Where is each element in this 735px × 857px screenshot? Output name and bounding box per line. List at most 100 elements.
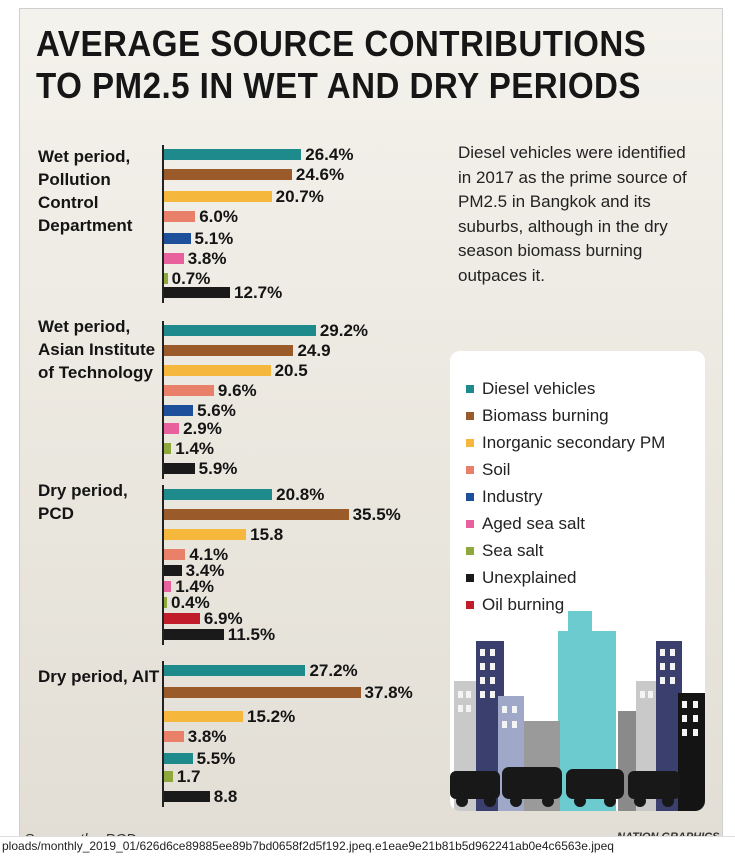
panel-axis: [162, 321, 164, 479]
legend-swatch: [466, 493, 474, 501]
legend-swatch: [466, 520, 474, 528]
legend-label: Soil: [482, 460, 511, 479]
infographic-frame: AVERAGE SOURCE CONTRIBUTIONS TO PM2.5 IN…: [19, 8, 723, 848]
bar: [164, 365, 271, 376]
bar: [164, 509, 349, 520]
bar: [164, 581, 172, 592]
bar-value-label: 37.8%: [364, 683, 413, 702]
legend-label: Oil burning: [482, 595, 565, 614]
bar-value-label: 5.1%: [194, 229, 234, 248]
bar-value-label: 26.4%: [305, 145, 354, 164]
legend-label: Aged sea salt: [482, 514, 586, 533]
bar-value-label: 1.4%: [175, 439, 215, 458]
bar: [164, 549, 186, 560]
legend-swatch: [466, 574, 474, 582]
bar: [164, 287, 231, 298]
bar: [164, 791, 210, 802]
bar-value-label: 1.4%: [175, 577, 215, 596]
bar-value-label: 5.6%: [197, 401, 236, 420]
legend-label: Unexplained: [482, 568, 577, 587]
panel-title: Dry period, PCD: [38, 481, 128, 523]
bar-value-label: 8.8: [213, 787, 238, 806]
panel-axis: [162, 485, 164, 645]
bar-value-label: 24.9: [297, 341, 331, 360]
bar: [164, 325, 316, 336]
legend-swatch: [466, 466, 474, 474]
bar: [164, 273, 168, 284]
bar: [164, 211, 196, 222]
city-skyline-illustration: [450, 611, 705, 811]
legend-item: Biomass burning: [466, 406, 609, 426]
legend-label: Sea salt: [482, 541, 544, 560]
chart-title: AVERAGE SOURCE CONTRIBUTIONS TO PM2.5 IN…: [36, 23, 662, 107]
bar-value-label: 3.4%: [185, 561, 225, 580]
legend-item: Unexplained: [466, 568, 577, 588]
bar-value-label: 20.7%: [275, 187, 324, 206]
bar-value-label: 27.2%: [309, 661, 358, 680]
bar: [164, 489, 273, 500]
bar: [164, 149, 302, 160]
legend-swatch: [466, 385, 474, 393]
legend-swatch: [466, 547, 474, 555]
legend-item: Oil burning: [466, 595, 564, 615]
legend-item: Soil: [466, 460, 510, 480]
bar-value-label: 4.1%: [189, 545, 229, 564]
legend-label: Diesel vehicles: [482, 379, 596, 398]
bar: [164, 687, 361, 698]
bar: [164, 405, 194, 416]
bar-value-label: 35.5%: [352, 505, 401, 524]
legend-item: Aged sea salt: [466, 514, 585, 534]
legend-item: Sea salt: [466, 541, 543, 561]
bar-value-label: 3.8%: [187, 727, 227, 746]
legend-swatch: [466, 601, 474, 609]
bar-value-label: 6.9%: [203, 609, 243, 628]
bar: [164, 711, 244, 722]
bar-value-label: 29.2%: [319, 321, 369, 340]
bar-value-label: 11.5%: [227, 625, 276, 644]
bar: [164, 597, 167, 608]
bar: [164, 753, 193, 764]
bar: [164, 565, 182, 576]
bar-value-label: 3.8%: [187, 249, 227, 268]
bar-value-label: 5.5%: [196, 749, 236, 768]
legend-label: Industry: [482, 487, 543, 506]
panel-title: Dry period, AIT: [38, 667, 160, 686]
title-line-2: TO PM2.5 IN WET AND DRY PERIODS: [36, 65, 641, 106]
legend-label: Biomass burning: [482, 406, 609, 425]
bar: [164, 665, 306, 676]
bar-value-label: 2.9%: [183, 419, 222, 438]
bar-value-label: 0.7%: [171, 269, 211, 288]
image-url-text: ploads/monthly_2019_01/626d6ce89885ee89b…: [2, 839, 614, 853]
legend-item: Inorganic secondary PM: [466, 433, 665, 453]
bar-value-label: 15.8: [250, 525, 284, 544]
bar: [164, 385, 214, 396]
bar: [164, 233, 191, 244]
bar: [164, 731, 184, 742]
bar-value-label: 6.0%: [199, 207, 238, 226]
legend-item: Diesel vehicles: [466, 379, 595, 399]
panel-axis: [162, 145, 164, 303]
bar: [164, 629, 224, 640]
bar: [164, 443, 172, 454]
legend-swatch: [466, 412, 474, 420]
panel-axis: [162, 661, 164, 807]
legend-swatch: [466, 439, 474, 447]
bar: [164, 345, 294, 356]
bar-value-label: 15.2%: [247, 707, 296, 726]
bar-value-label: 5.9%: [198, 459, 238, 478]
bar: [164, 423, 180, 434]
bar: [164, 771, 173, 782]
bar: [164, 191, 272, 202]
bar-value-label: 9.6%: [217, 381, 257, 400]
bar: [164, 529, 247, 540]
title-line-1: AVERAGE SOURCE CONTRIBUTIONS: [36, 23, 647, 64]
bar: [164, 613, 200, 624]
bar: [164, 463, 195, 474]
legend-label: Inorganic secondary PM: [482, 433, 666, 452]
bar: [164, 253, 184, 264]
explanatory-note: Diesel vehicles were identified in 2017 …: [458, 143, 687, 285]
bar: [164, 169, 292, 180]
bar-value-label: 20.8%: [276, 485, 325, 504]
bar-value-label: 12.7%: [234, 283, 283, 302]
status-url-bar: ploads/monthly_2019_01/626d6ce89885ee89b…: [0, 836, 735, 857]
